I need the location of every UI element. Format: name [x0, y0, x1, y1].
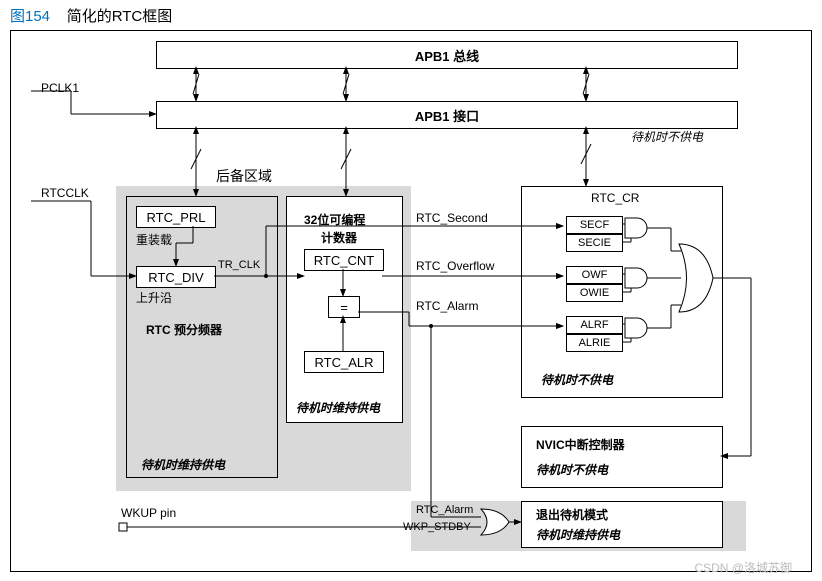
- alrf-label: ALRF: [580, 319, 608, 331]
- prescaler-label: RTC 预分频器: [146, 321, 222, 338]
- apb1-bus-label: APB1 总线: [415, 46, 479, 65]
- wkp-stdby-label: WKP_STDBY: [403, 521, 471, 533]
- figure-number: 图154: [10, 8, 50, 25]
- rtc-cnt-box: RTC_CNT: [304, 249, 384, 271]
- eq-box: =: [328, 296, 360, 318]
- counter-title2: 计数器: [321, 229, 357, 246]
- diagram-frame: APB1 总线 APB1 接口 待机时不供电 PCLK1 RTCCLK 后备区域…: [10, 30, 812, 572]
- alrf-box: ALRF: [566, 316, 623, 334]
- eq-label: =: [340, 300, 348, 315]
- rtcclk-label: RTCCLK: [41, 186, 89, 200]
- rtc-prl-box: RTC_PRL: [136, 206, 216, 228]
- rtc-prl-label: RTC_PRL: [146, 210, 205, 225]
- rtc-overflow-label: RTC_Overflow: [416, 259, 494, 273]
- rising-label: 上升沿: [136, 289, 172, 306]
- region-note1: 待机时维持供电: [141, 456, 225, 473]
- owie-box: OWIE: [566, 284, 623, 302]
- owf-box: OWF: [566, 266, 623, 284]
- rtc-cr-title: RTC_CR: [591, 191, 639, 205]
- counter-title1: 32位可编程: [304, 211, 365, 228]
- figure-caption: 简化的RTC框图: [67, 8, 173, 25]
- backup-region-label: 后备区域: [216, 166, 272, 186]
- exit-standby-label: 退出待机模式: [536, 506, 608, 523]
- secie-label: SECIE: [578, 237, 611, 249]
- rtc-alr-label: RTC_ALR: [314, 355, 373, 370]
- tr-clk-label: TR_CLK: [218, 259, 260, 271]
- wkup-pin-label: WKUP pin: [121, 506, 176, 520]
- figure-title: 图154 简化的RTC框图: [10, 5, 172, 26]
- alrie-label: ALRIE: [579, 337, 611, 349]
- secf-box: SECF: [566, 216, 623, 234]
- secf-label: SECF: [580, 219, 609, 231]
- owf-label: OWF: [582, 269, 608, 281]
- rtc-alarm2-label: RTC_Alarm: [416, 504, 473, 516]
- nvic-label: NVIC中断控制器: [536, 436, 625, 453]
- secie-box: SECIE: [566, 234, 623, 252]
- rtc-div-label: RTC_DIV: [148, 270, 203, 285]
- pclk1-label: PCLK1: [41, 81, 79, 95]
- watermark: CSDN @洛城苏御: [694, 559, 792, 576]
- counter-note: 待机时维持供电: [296, 399, 380, 416]
- apb1-if-label: APB1 接口: [415, 106, 479, 125]
- alrie-box: ALRIE: [566, 334, 623, 352]
- rtc-alr-box: RTC_ALR: [304, 351, 384, 373]
- nvic-note: 待机时不供电: [536, 461, 608, 478]
- exit-standby-note: 待机时维持供电: [536, 526, 620, 543]
- owie-label: OWIE: [580, 287, 609, 299]
- rtc-alarm-label: RTC_Alarm: [416, 299, 478, 313]
- rtc-cnt-label: RTC_CNT: [314, 253, 374, 268]
- apb1-bus-box: APB1 总线: [156, 41, 738, 69]
- rtc-div-box: RTC_DIV: [136, 266, 216, 288]
- apb1-if-note: 待机时不供电: [631, 128, 703, 145]
- rtc-second-label: RTC_Second: [416, 211, 488, 225]
- cr-note: 待机时不供电: [541, 371, 613, 388]
- apb1-if-box: APB1 接口: [156, 101, 738, 129]
- reload-label: 重装载: [136, 231, 172, 248]
